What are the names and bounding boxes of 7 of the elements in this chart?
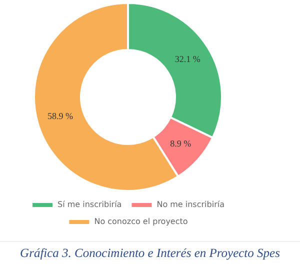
data-label: 58.9 % (48, 110, 74, 121)
legend-label: No conozco el proyecto (94, 217, 188, 226)
data-label: 32.1 % (174, 54, 201, 64)
text: Gráfica 3. Conocimiento e Interés en Proyecto Spes (0, 241, 300, 261)
data-label: 8.9 % (170, 138, 192, 148)
legend-label: No me inscribiría (156, 200, 225, 210)
legend-label: Sí me inscribiría (58, 200, 122, 210)
